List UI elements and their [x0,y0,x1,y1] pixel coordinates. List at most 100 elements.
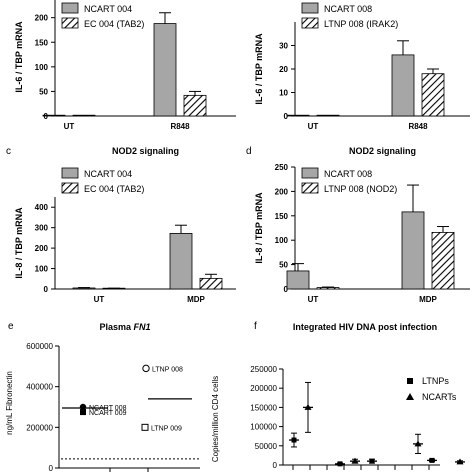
point-label-e: LTNP 009 [151,425,182,432]
x-tick-label-d: MDP [419,295,437,304]
legend-swatch-d [301,182,319,194]
y-tick-label-d: 200 [275,187,289,196]
legend-label-b: NCART 008 [324,4,372,14]
legend-label-b: LTNP 008 (IRAK2) [324,19,398,29]
y-tick-label-f: 50000 [255,442,278,451]
x-tick-label-b: R848 [408,122,428,131]
y-tick-label-a: 0 [44,112,49,121]
y-tick-label-b: 20 [279,65,288,74]
panel-label-e: e [8,321,14,332]
y-axis-label-a: IL-6 / TBP mRNA [14,21,24,93]
bar-a-ec-004-tab2--r848 [183,94,207,117]
y-tick-label-e: 200000 [26,423,53,432]
y-tick-label-f: 150000 [250,403,277,412]
x-tick-label-c: UT [94,295,105,304]
y-tick-label-a: 200 [35,14,49,23]
x-tick-label-c: MDP [187,295,205,304]
point-f [456,458,464,465]
point-f [414,440,422,447]
bar-b-ltnp-008-irak2--ut [316,114,340,117]
y-tick-label-f: 100000 [250,423,277,432]
point-f [337,461,343,467]
legend-label-d: NCART 008 [324,169,372,179]
legend-swatch-b [301,2,319,14]
chart-title-gene: FN1 [134,322,151,332]
x-tick-label-a: UT [64,122,75,131]
y-tick-label-c: 100 [35,265,49,274]
y-tick-label-c: 300 [35,224,49,233]
point-label-e: NCART 009 [89,410,127,417]
chart-title-d: NOD2 signaling [349,146,416,156]
y-tick-label-d: 100 [275,236,289,245]
y-tick-label-b: 30 [279,42,288,51]
y-tick-label-c: 200 [35,244,49,253]
y-tick-label-d: 150 [275,212,289,221]
legend-marker-f [406,393,414,400]
bar-c-ec-004-tab2--mdp [199,277,223,290]
legend-label-f: LTNPs [422,376,449,386]
x-tick-label-d: UT [308,295,319,304]
chart-title-f: Integrated HIV DNA post infection [293,322,437,332]
x-tick-label-a: R848 [170,122,190,131]
y-tick-label-c: 0 [44,285,49,294]
bar-b-ncart-008-r848 [391,54,415,117]
bar-a-ec-004-tab2--ut [72,114,96,117]
panel-label-f: f [254,321,257,332]
bar-a-ncart-004-r848 [153,23,177,117]
legend-label-a: NCART 004 [84,4,132,14]
bar-b-ncart-008-ut [286,114,310,117]
y-tick-label-d: 250 [275,163,289,172]
bar-d-ltnp-008-nod2--mdp [431,231,455,290]
point-e [141,423,149,431]
legend-swatch-a [61,2,79,14]
point-e [80,409,86,416]
x-tick-label-b: UT [308,122,319,131]
bar-d-ncart-008-ut [286,270,310,290]
y-tick-label-e: 600000 [26,342,53,351]
point-label-e: NCART 008 [89,405,127,412]
y-tick-label-c: 400 [35,203,49,212]
bar-a-ncart-004-ut [42,114,66,117]
legend-swatch-d [301,167,319,179]
legend-swatch-c [61,167,79,179]
y-tick-label-e: 400000 [26,383,53,392]
bar-b-ltnp-008-irak2--r848 [421,73,445,117]
bar-c-ncart-004-ut [72,287,96,290]
point-f [351,457,359,464]
chart-title-e: Plasma FN1 [99,322,150,332]
bar-c-ncart-004-mdp [169,232,193,290]
y-tick-label-f: 0 [273,461,278,470]
y-tick-label-d: 0 [284,285,289,294]
point-label-e: LTNP 008 [152,366,183,373]
y-tick-label-d: 50 [279,261,288,270]
legend-label-c: NCART 004 [84,169,132,179]
point-f [429,457,435,463]
y-axis-label-b: IL-6 / TBP mRNA [254,33,264,105]
y-axis-label-f: Copies/million CD4 cells [211,376,220,462]
point-f [304,403,312,410]
y-tick-label-e: 0 [49,464,54,473]
point-f [369,458,375,464]
y-axis-label-d: IL-8 / TBP mRNA [254,192,264,264]
y-tick-label-a: 50 [39,87,48,96]
y-tick-label-a: 100 [35,63,49,72]
bar-d-ncart-008-mdp [401,211,425,290]
legend-swatch-c [61,182,79,194]
legend-swatch-b [301,17,319,29]
legend-label-c: EC 004 (TAB2) [84,184,144,194]
y-tick-label-f: 200000 [250,384,277,393]
chart-title-prefix: Plasma [99,322,133,332]
bar-d-ltnp-008-nod2--ut [316,287,340,290]
legend-marker-f [407,378,413,384]
panel-label-d: d [246,146,252,157]
legend-label-f: NCARTs [422,392,457,402]
legend-swatch-a [61,17,79,29]
legend-label-d: LTNP 008 (NOD2) [324,184,397,194]
y-tick-label-b: 10 [279,89,288,98]
y-tick-label-b: 0 [284,112,289,121]
point-e [142,364,150,373]
point-f [291,437,297,443]
y-tick-label-f: 250000 [250,365,277,374]
